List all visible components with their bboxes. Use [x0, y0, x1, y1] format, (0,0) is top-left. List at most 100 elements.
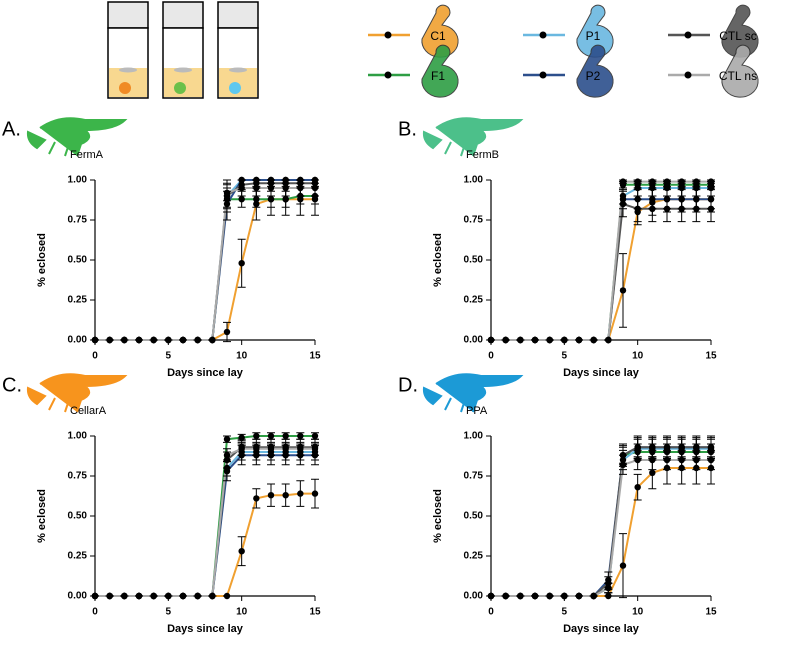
data-point — [282, 492, 289, 499]
data-point — [693, 444, 700, 451]
legend-item: F1 — [368, 44, 459, 98]
legend-label: P1 — [586, 29, 601, 43]
legend-item: C1 — [368, 4, 459, 58]
series-line — [491, 180, 711, 341]
series-line — [95, 179, 315, 341]
data-point — [649, 444, 656, 451]
y-tick-label: 0.50 — [464, 255, 484, 266]
data-point — [678, 444, 685, 451]
legend-icon — [421, 44, 459, 98]
series-line — [95, 454, 315, 597]
series-line — [491, 451, 711, 597]
data-point — [253, 432, 260, 440]
chart-panel: C. CellarA 0.00 0.25 0.50 0.75 1.00 0 5 10 15 Days … — [2, 373, 321, 635]
x-tick-label: 5 — [166, 351, 172, 362]
y-tick-label: 0.75 — [68, 215, 88, 226]
x-tick-label: 15 — [705, 351, 717, 362]
panel-subtitle: PPA — [466, 405, 488, 417]
data-point — [150, 336, 157, 344]
y-tick-label: 0.50 — [464, 511, 484, 522]
data-point — [649, 205, 656, 212]
data-point — [707, 444, 715, 451]
data-point — [693, 456, 700, 464]
data-point — [619, 562, 627, 569]
vials — [107, 1, 259, 99]
legend-label: F1 — [431, 69, 445, 83]
legend-icon — [576, 44, 614, 98]
y-tick-label: 1.00 — [464, 431, 484, 442]
legend-label: C1 — [430, 29, 446, 43]
data-point — [238, 184, 245, 192]
series-line — [95, 446, 315, 597]
y-tick-label: 0.75 — [464, 471, 484, 482]
y-tick-label: 1.00 — [68, 431, 88, 442]
chart-panel: B. FermB 0.00 0.25 0.50 0.75 1.00 0 5 10 15 Days si… — [398, 117, 717, 379]
y-tick-label: 0.50 — [68, 255, 88, 266]
legend-label: CTL sc — [719, 29, 757, 43]
fly-icon — [422, 373, 524, 413]
y-tick-label: 0.00 — [464, 335, 484, 346]
y-tick-label: 1.00 — [464, 175, 484, 186]
x-tick-label: 15 — [705, 607, 717, 618]
data-point — [223, 189, 231, 196]
data-point — [223, 436, 231, 443]
data-point — [223, 592, 231, 600]
legend-marker — [539, 31, 547, 39]
data-point — [223, 452, 231, 459]
x-tick-label: 10 — [236, 351, 248, 362]
data-point — [619, 461, 627, 468]
series-line — [95, 451, 315, 597]
data-point — [590, 592, 597, 600]
y-tick-label: 1.00 — [68, 175, 88, 186]
series-line — [491, 198, 711, 341]
data-point — [707, 456, 715, 464]
data-point — [517, 592, 524, 600]
fly-icon — [26, 373, 128, 413]
legend-marker — [684, 31, 692, 39]
data-point — [311, 445, 319, 452]
y-tick-label: 0.25 — [68, 551, 88, 562]
series-line — [491, 459, 711, 597]
data-point — [165, 592, 172, 600]
data-point — [267, 196, 275, 203]
legend-marker — [539, 71, 547, 79]
data-point — [649, 469, 656, 476]
data-point — [121, 592, 128, 600]
data-point — [282, 184, 289, 192]
data-point — [253, 445, 260, 452]
data-point — [135, 592, 143, 600]
series-line — [95, 447, 315, 597]
data-point — [267, 432, 275, 440]
data-point — [678, 178, 685, 185]
data-point — [546, 336, 553, 344]
panel-subtitle: CellarA — [70, 405, 107, 417]
data-point — [150, 592, 157, 600]
legend-marker — [384, 71, 392, 79]
y-tick-label: 0.25 — [68, 295, 88, 306]
data-point — [194, 592, 201, 600]
y-tick-label: 0.50 — [68, 511, 88, 522]
data-point — [282, 432, 289, 440]
y-tick-label: 0.75 — [464, 215, 484, 226]
panel-subtitle: FermB — [466, 149, 499, 161]
data-point — [634, 205, 641, 212]
data-point — [619, 287, 627, 294]
x-tick-label: 5 — [562, 607, 568, 618]
data-point — [487, 336, 495, 344]
data-point — [693, 178, 700, 185]
x-tick-label: 10 — [632, 607, 644, 618]
data-point — [575, 592, 583, 600]
data-point — [91, 592, 99, 600]
x-tick-label: 5 — [166, 607, 172, 618]
x-tick-label: 10 — [632, 351, 644, 362]
data-point — [253, 495, 260, 502]
x-tick-label: 10 — [236, 607, 248, 618]
data-point — [311, 184, 319, 192]
data-point — [678, 456, 685, 464]
data-point — [106, 336, 113, 344]
legend-label: CTL ns — [719, 69, 757, 83]
series-line — [491, 202, 711, 341]
y-tick-label: 0.25 — [464, 551, 484, 562]
